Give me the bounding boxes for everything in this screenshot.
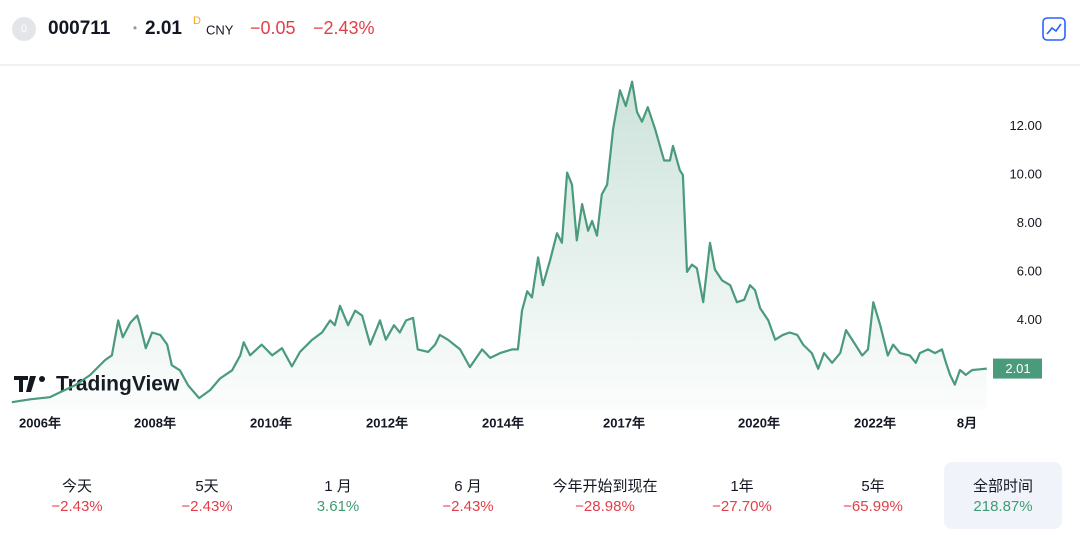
period-label[interactable]: 1 月 xyxy=(324,478,352,495)
period-change[interactable]: −2.43% xyxy=(181,498,232,515)
symbol-badge-text: 0 xyxy=(21,23,27,35)
period-label[interactable]: 今天 xyxy=(62,478,92,495)
symbol: 000711 xyxy=(48,18,111,39)
area-fill xyxy=(11,81,987,410)
period-label[interactable]: 6 月 xyxy=(454,478,482,495)
chart-type-button[interactable] xyxy=(1042,17,1066,41)
period-label[interactable]: 全部时间 xyxy=(973,477,1033,495)
period-change[interactable]: −28.98% xyxy=(575,498,635,515)
currency: CNY xyxy=(206,22,234,37)
logo-mark xyxy=(14,376,36,392)
y-tick-label: 6.00 xyxy=(1017,263,1042,278)
watermark-logo xyxy=(14,376,45,392)
period-label[interactable]: 今年开始到现在 xyxy=(552,478,657,495)
price-label-box xyxy=(993,358,1042,379)
x-tick-label: 2017年 xyxy=(603,415,645,430)
x-tick-label: 2012年 xyxy=(366,415,408,430)
period-selected-bg xyxy=(944,462,1062,529)
price-line xyxy=(11,80,987,404)
price-flag: D xyxy=(193,15,201,27)
period-change[interactable]: −27.70% xyxy=(712,498,772,515)
x-tick-label: 2020年 xyxy=(738,415,780,430)
button-icon[interactable] xyxy=(1046,23,1062,35)
x-tick-label: 2006年 xyxy=(19,415,61,430)
price-label: 2.01 xyxy=(1005,361,1030,376)
y-tick-label: 8.00 xyxy=(1017,215,1042,230)
x-tick-label: 2008年 xyxy=(134,415,176,430)
period-change[interactable]: −2.43% xyxy=(442,498,493,515)
x-tick-label: 2014年 xyxy=(482,415,524,430)
period-label[interactable]: 1年 xyxy=(730,478,753,495)
period-change[interactable]: −65.99% xyxy=(843,498,903,515)
change-pct: −2.43% xyxy=(313,18,375,38)
y-tick-label: 12.00 xyxy=(1009,118,1042,133)
symbol-badge xyxy=(12,17,36,41)
period-change[interactable]: −2.43% xyxy=(51,498,102,515)
price: 2.01 xyxy=(145,18,182,39)
x-tick-label: 2022年 xyxy=(854,415,896,430)
period-label[interactable]: 5年 xyxy=(861,478,884,495)
period-change[interactable]: 3.61% xyxy=(317,498,360,515)
y-tick-label: 10.00 xyxy=(1009,166,1042,181)
x-tick-label: 8月 xyxy=(957,415,977,430)
change: −0.05 xyxy=(250,18,296,38)
logo-dot xyxy=(39,376,45,382)
period-change[interactable]: 218.87% xyxy=(973,498,1032,515)
separator: • xyxy=(133,21,137,35)
y-tick-label: 4.00 xyxy=(1017,312,1042,327)
button-frame[interactable] xyxy=(1042,17,1066,41)
x-tick-label: 2010年 xyxy=(250,415,292,430)
period-label[interactable]: 5天 xyxy=(195,478,218,495)
